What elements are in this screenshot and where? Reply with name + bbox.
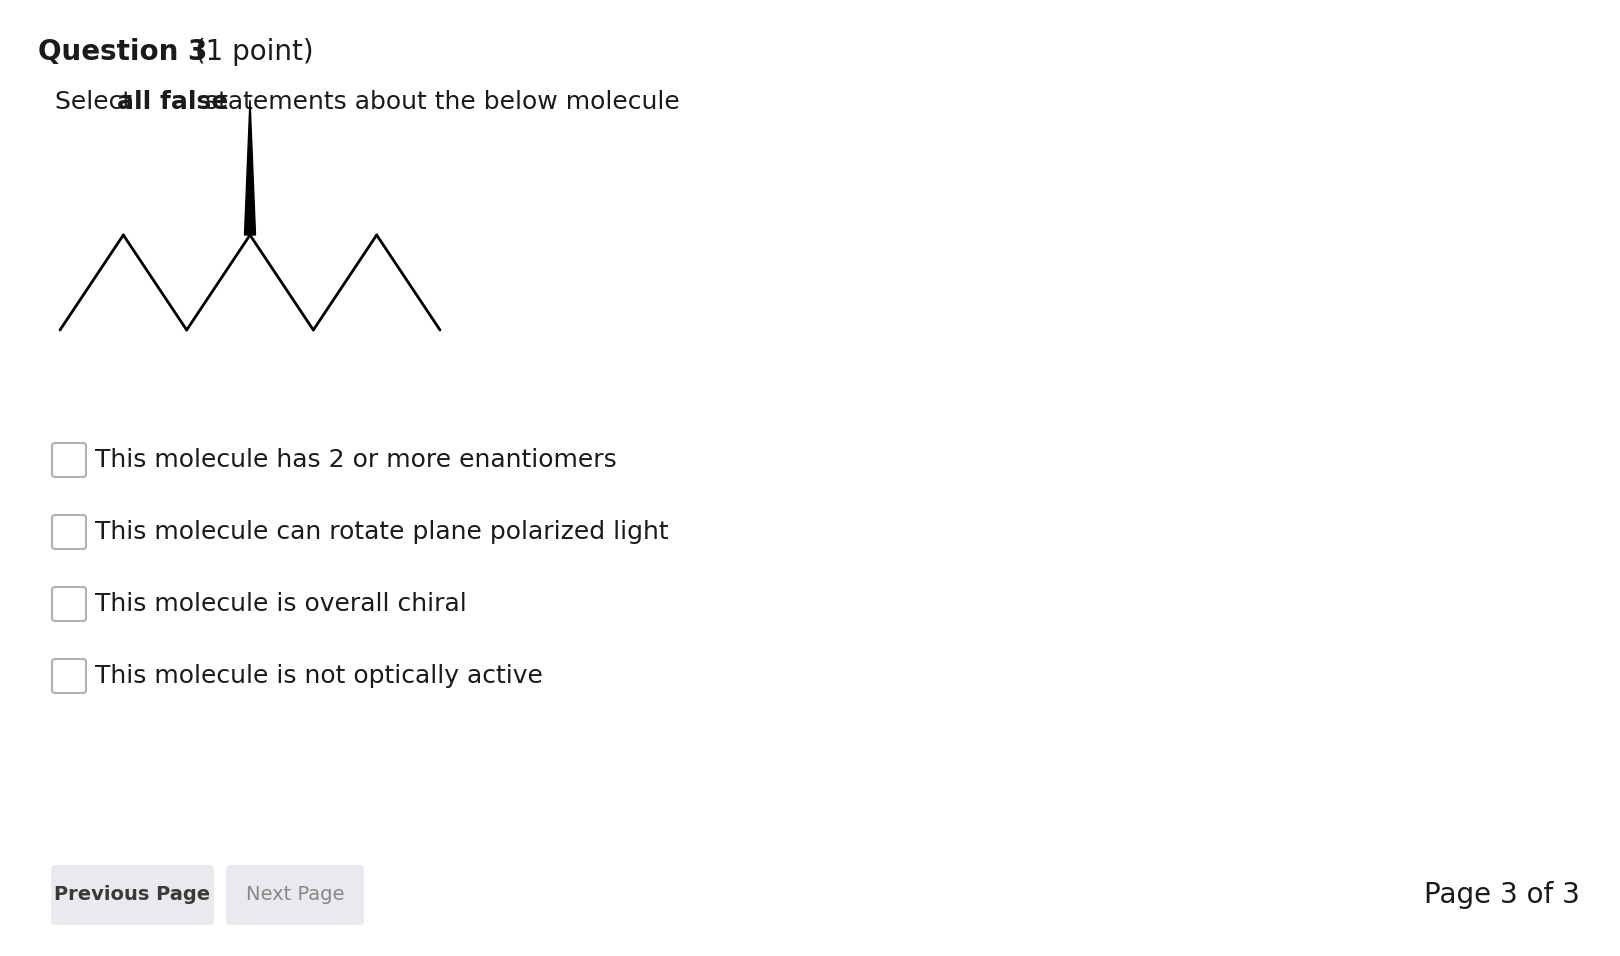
FancyBboxPatch shape	[52, 515, 86, 549]
Text: This molecule is not optically active: This molecule is not optically active	[96, 664, 543, 688]
Text: Question 3: Question 3	[37, 38, 207, 66]
Text: Page 3 of 3: Page 3 of 3	[1424, 881, 1580, 909]
FancyBboxPatch shape	[52, 443, 86, 477]
Text: statements about the below molecule: statements about the below molecule	[198, 90, 680, 114]
FancyBboxPatch shape	[227, 865, 364, 925]
Text: This molecule can rotate plane polarized light: This molecule can rotate plane polarized…	[96, 520, 669, 544]
Text: Next Page: Next Page	[246, 885, 343, 904]
Text: This molecule has 2 or more enantiomers: This molecule has 2 or more enantiomers	[96, 448, 617, 472]
Text: This molecule is overall chiral: This molecule is overall chiral	[96, 592, 467, 616]
FancyBboxPatch shape	[52, 587, 86, 621]
FancyBboxPatch shape	[52, 659, 86, 693]
Polygon shape	[245, 100, 256, 235]
Text: Select: Select	[55, 90, 139, 114]
Text: all false: all false	[117, 90, 228, 114]
FancyBboxPatch shape	[50, 865, 214, 925]
Text: Previous Page: Previous Page	[55, 885, 211, 904]
Text: (1 point): (1 point)	[186, 38, 314, 66]
